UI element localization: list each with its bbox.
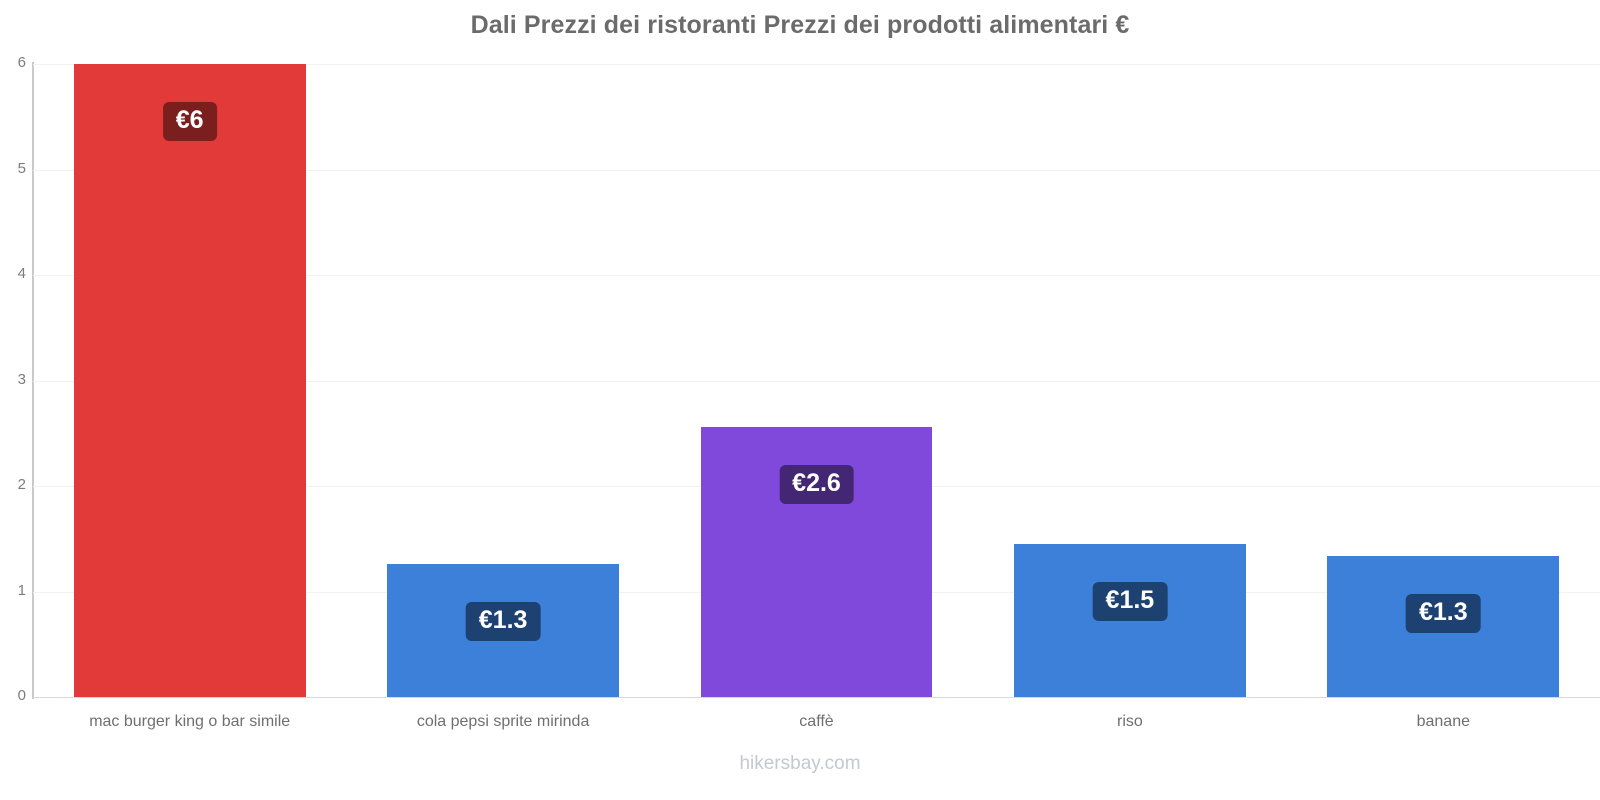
x-axis-label: banane [1416, 713, 1470, 730]
footer-watermark: hikersbay.com [739, 753, 861, 774]
bar-value-label: €6 [162, 102, 217, 141]
x-axis-label: riso [1117, 713, 1143, 730]
x-axis-label: caffè [799, 713, 834, 730]
gridline [33, 275, 1600, 276]
y-tick-label: 3 [17, 370, 26, 388]
y-tick-label: 4 [17, 265, 26, 282]
bar[interactable] [73, 64, 306, 697]
y-tick-label: 2 [17, 476, 26, 493]
y-tick-label: 6 [17, 54, 26, 71]
gridline [33, 697, 1600, 698]
y-tick-label: 0 [17, 687, 26, 704]
gridline [33, 64, 1600, 65]
x-axis-label: cola pepsi sprite mirinda [416, 713, 590, 730]
chart-title: Dali Prezzi dei ristoranti Prezzi dei pr… [470, 11, 1130, 39]
plot-area: €6 €1.3 €2.6 €1.5 €1.3 [33, 64, 1600, 698]
bar-value-label: €1.5 [1092, 582, 1168, 622]
x-axis-label: mac burger king o bar simile [89, 713, 291, 730]
y-tick-label: 1 [17, 581, 26, 599]
gridline [33, 380, 1600, 382]
bar-value-label: €1.3 [465, 602, 541, 642]
bar-value-label: €1.3 [1405, 593, 1481, 633]
bar-value-label: €2.6 [779, 464, 854, 504]
y-tick-label: 5 [17, 159, 26, 177]
gridline [33, 169, 1600, 171]
